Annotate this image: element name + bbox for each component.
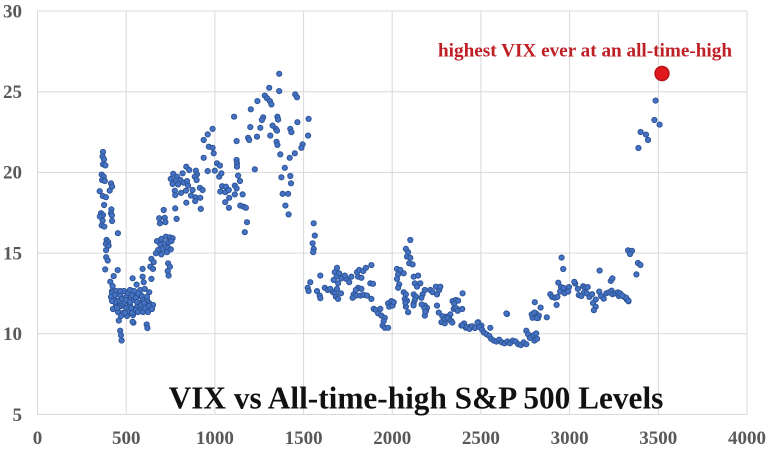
svg-text:4000: 4000 — [728, 428, 766, 449]
svg-text:25: 25 — [3, 82, 22, 103]
svg-text:10: 10 — [3, 324, 22, 345]
svg-text:5: 5 — [13, 405, 23, 426]
svg-text:2500: 2500 — [462, 428, 500, 449]
svg-text:2000: 2000 — [373, 428, 411, 449]
svg-text:highest VIX ever at an all-tim: highest VIX ever at an all-time-high — [438, 41, 732, 62]
svg-text:1000: 1000 — [196, 428, 234, 449]
svg-text:20: 20 — [3, 163, 22, 184]
svg-text:0: 0 — [33, 428, 43, 449]
svg-text:3500: 3500 — [639, 428, 677, 449]
svg-text:15: 15 — [3, 243, 22, 264]
svg-text:3000: 3000 — [551, 428, 589, 449]
svg-text:1500: 1500 — [285, 428, 323, 449]
svg-text:30: 30 — [3, 1, 22, 22]
svg-text:VIX vs All-time-high S&P 500 L: VIX vs All-time-high S&P 500 Levels — [169, 381, 664, 416]
svg-text:500: 500 — [112, 428, 141, 449]
